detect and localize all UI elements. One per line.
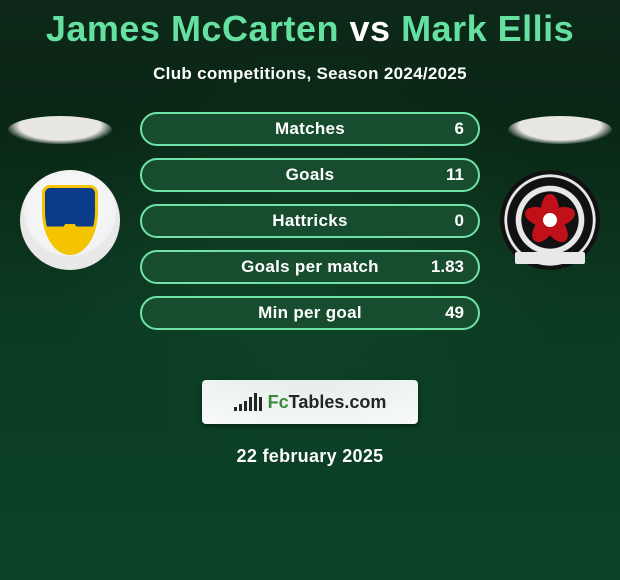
stat-row-min-per-goal: Min per goal 49 bbox=[140, 296, 480, 330]
stat-row-hattricks: Hattricks 0 bbox=[140, 204, 480, 238]
vs-label: vs bbox=[350, 8, 391, 49]
brand-badge: FcTables.com bbox=[202, 380, 418, 424]
stat-value-right: 49 bbox=[445, 303, 464, 323]
stat-label: Min per goal bbox=[142, 303, 478, 323]
bar-chart-icon bbox=[234, 393, 262, 411]
stat-pill-list: Matches 6 Goals 11 Hattricks 0 Goals per… bbox=[140, 112, 480, 342]
stat-value-right: 0 bbox=[455, 211, 464, 231]
club-crest-left bbox=[20, 170, 120, 270]
comparison-card: James McCarten vs Mark Ellis Club compet… bbox=[0, 0, 620, 580]
stats-arena: Matches 6 Goals 11 Hattricks 0 Goals per… bbox=[0, 112, 620, 362]
page-title: James McCarten vs Mark Ellis bbox=[0, 0, 620, 50]
club-crest-right bbox=[500, 170, 600, 270]
stat-value-right: 1.83 bbox=[431, 257, 464, 277]
brand-text: FcTables.com bbox=[268, 392, 387, 413]
rose-icon bbox=[528, 198, 572, 242]
player2-name: Mark Ellis bbox=[401, 8, 574, 49]
platform-right bbox=[508, 116, 612, 144]
stat-value-right: 11 bbox=[446, 165, 464, 185]
stat-label: Hattricks bbox=[142, 211, 478, 231]
subtitle: Club competitions, Season 2024/2025 bbox=[0, 64, 620, 84]
stat-row-goals: Goals 11 bbox=[140, 158, 480, 192]
warrington-town-crest-icon bbox=[20, 170, 120, 270]
snapshot-date: 22 february 2025 bbox=[0, 446, 620, 467]
shield-icon bbox=[42, 185, 98, 255]
platform-left bbox=[8, 116, 112, 144]
player1-name: James McCarten bbox=[46, 8, 339, 49]
stat-row-goals-per-match: Goals per match 1.83 bbox=[140, 250, 480, 284]
brand-suffix: Tables.com bbox=[289, 392, 387, 412]
chorley-fc-crest-icon bbox=[500, 170, 600, 270]
stat-label: Matches bbox=[142, 119, 478, 139]
stat-value-right: 6 bbox=[455, 119, 464, 139]
stat-label: Goals per match bbox=[142, 257, 478, 277]
stat-row-matches: Matches 6 bbox=[140, 112, 480, 146]
stat-label: Goals bbox=[142, 165, 478, 185]
brand-prefix: Fc bbox=[268, 392, 289, 412]
crest-banner bbox=[515, 252, 585, 264]
